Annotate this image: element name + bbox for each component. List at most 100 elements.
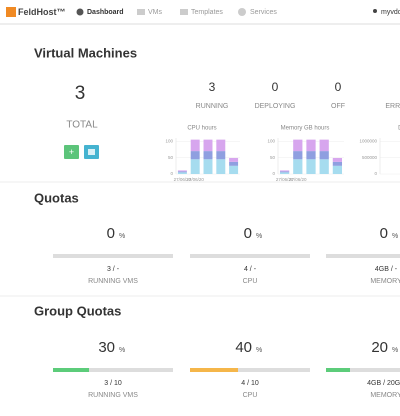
state-label: ERROR — [385, 103, 400, 110]
y-tick-label: 50 — [270, 155, 276, 160]
quota-unit: % — [119, 347, 125, 354]
quota-usage: 3 / 10 — [104, 380, 122, 387]
y-tick-label: 0 — [272, 171, 275, 176]
y-tick-label: 100 — [267, 138, 275, 143]
state-count: 0 — [335, 80, 342, 94]
bar-segment — [177, 170, 187, 172]
nav-vms[interactable]: VMs — [148, 9, 163, 16]
quota-unit: % — [392, 233, 398, 240]
bar-segment — [319, 151, 329, 160]
state-count: 0 — [272, 80, 279, 94]
progress-fill — [53, 368, 89, 372]
quota-percent: 20 — [371, 339, 388, 356]
quota-usage: 4 / - — [244, 266, 257, 273]
quota-usage: 3 / - — [107, 266, 120, 273]
y-tick-label: 50 — [168, 155, 174, 160]
progress-fill — [326, 368, 350, 372]
quota-percent: 30 — [98, 339, 115, 356]
state-count: 3 — [209, 80, 216, 94]
bar-segment — [306, 159, 316, 174]
quota-percent: 0 — [107, 225, 115, 242]
x-tick-label: 27/06/20 — [174, 177, 192, 182]
bar-segment — [190, 139, 200, 152]
bar-segment — [332, 157, 343, 162]
list-icon — [88, 149, 95, 155]
bar-segment — [229, 161, 239, 166]
user-icon — [373, 9, 377, 13]
bar-segment — [279, 170, 290, 172]
bar-segment — [190, 159, 200, 174]
quota-label: MEMORY — [370, 278, 400, 285]
y-tick-label: 0 — [170, 171, 173, 176]
bar-segment — [216, 159, 226, 174]
bar-segment — [229, 165, 239, 174]
quota-label: CPU — [243, 392, 258, 399]
chart-title: Disk — [398, 126, 400, 132]
create-icon: + — [69, 147, 74, 157]
user-menu[interactable]: myvdc — [381, 9, 400, 16]
x-tick-label: 27/06/20 — [276, 177, 294, 182]
bar-segment — [293, 159, 303, 174]
bar-segment — [293, 139, 303, 152]
bar-segment — [293, 151, 303, 160]
logo-icon — [6, 7, 16, 17]
bar-segment — [279, 172, 290, 174]
bar-segment — [306, 151, 316, 160]
bar-segment — [203, 151, 213, 160]
x-tick-label: 27/06/20 — [289, 177, 307, 182]
top-bar — [0, 0, 400, 24]
progress-track — [190, 254, 310, 258]
quota-label: RUNNING VMS — [88, 278, 138, 285]
progress-track — [326, 254, 400, 258]
quota-percent: 0 — [380, 225, 388, 242]
bar-segment — [216, 151, 226, 160]
quota-percent: 0 — [244, 225, 252, 242]
quota-percent: 40 — [235, 339, 252, 356]
bar-segment — [279, 171, 290, 173]
create-button[interactable] — [64, 145, 79, 159]
y-tick-label: 500000 — [362, 155, 378, 160]
templates-icon — [180, 9, 188, 15]
y-tick-label: 1000000 — [359, 138, 377, 143]
bar-segment — [203, 139, 213, 152]
y-tick-label: 100 — [165, 138, 173, 143]
quota-usage: 4GB / 20GB — [367, 380, 400, 387]
state-label: RUNNING — [196, 103, 229, 110]
bar-segment — [216, 139, 226, 152]
state-label: DEPLOYING — [255, 103, 296, 110]
progress-fill — [190, 368, 238, 372]
bar-segment — [306, 139, 316, 152]
bar-segment — [332, 165, 343, 174]
dashboard-icon — [76, 8, 84, 16]
quota-unit: % — [119, 233, 125, 240]
section-title: Quotas — [34, 190, 79, 205]
services-icon — [238, 8, 246, 16]
total-label: TOTAL — [66, 120, 98, 131]
bar-segment — [203, 159, 213, 174]
bar-segment — [177, 171, 187, 173]
quota-unit: % — [256, 233, 262, 240]
progress-track — [190, 368, 310, 372]
bar-segment — [229, 157, 239, 162]
quota-usage: 4GB / - — [375, 266, 398, 273]
progress-track — [53, 254, 173, 258]
chart-title: CPU hours — [187, 126, 216, 132]
quota-unit: % — [392, 347, 398, 354]
nav-templates[interactable]: Templates — [191, 9, 223, 16]
nav-dashboard[interactable]: Dashboard — [87, 9, 124, 16]
progress-track — [53, 368, 173, 372]
x-tick-label: 27/06/20 — [186, 177, 204, 182]
y-tick-label: 0 — [374, 171, 377, 176]
bar-segment — [319, 139, 329, 152]
bar-segment — [332, 161, 343, 166]
nav-services[interactable]: Services — [250, 9, 277, 16]
chart-title: Memory GB hours — [281, 126, 330, 132]
total-count: 3 — [75, 83, 86, 104]
state-label: OFF — [331, 103, 345, 110]
bar-segment — [190, 151, 200, 160]
quota-label: MEMORY — [370, 392, 400, 399]
quota-unit: % — [256, 347, 262, 354]
quota-usage: 4 / 10 — [241, 380, 259, 387]
bar-segment — [319, 159, 329, 174]
